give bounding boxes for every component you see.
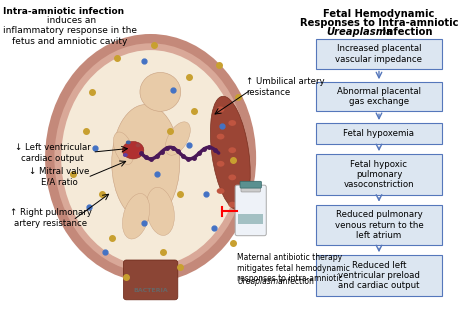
Text: Fetal hypoxic
pulmonary
vasoconstriction: Fetal hypoxic pulmonary vasoconstriction (344, 160, 414, 189)
Ellipse shape (61, 50, 240, 266)
Ellipse shape (138, 151, 143, 155)
Text: ↓ Left ventricular
cardiac output: ↓ Left ventricular cardiac output (15, 143, 91, 163)
Text: ↑ Umbilical artery
resistance: ↑ Umbilical artery resistance (246, 77, 325, 97)
Ellipse shape (113, 132, 134, 165)
FancyBboxPatch shape (316, 205, 442, 245)
Text: Responses to Intra-amniotic: Responses to Intra-amniotic (300, 18, 458, 28)
Text: Increased placental
vascular impedance: Increased placental vascular impedance (336, 44, 422, 64)
Text: Ureaplasma: Ureaplasma (326, 27, 393, 37)
Text: Maternal antibiotic therapy
mitigates fetal hemodynamic
responses to intra-amnio: Maternal antibiotic therapy mitigates fe… (237, 253, 350, 283)
Ellipse shape (228, 202, 236, 208)
Ellipse shape (228, 174, 236, 180)
Ellipse shape (217, 134, 225, 140)
Ellipse shape (126, 141, 131, 144)
Ellipse shape (122, 193, 150, 239)
Text: Reduced pulmonary
venous return to the
left atrium: Reduced pulmonary venous return to the l… (335, 210, 423, 240)
Ellipse shape (228, 120, 236, 126)
Text: ↓ Mitral valve
E/A ratio: ↓ Mitral valve E/A ratio (29, 167, 90, 186)
Bar (238, 214, 264, 224)
FancyBboxPatch shape (316, 123, 442, 144)
Text: infection: infection (278, 276, 314, 285)
Text: Reduced left
ventricular preload
and cardiac output: Reduced left ventricular preload and car… (338, 261, 420, 290)
Text: Fetal Hemodynamic: Fetal Hemodynamic (323, 9, 435, 19)
Ellipse shape (122, 141, 144, 159)
Text: Infection: Infection (380, 27, 433, 37)
Text: ↑ Right pulmonary
artery resistance: ↑ Right pulmonary artery resistance (10, 208, 91, 228)
FancyBboxPatch shape (240, 181, 261, 188)
Ellipse shape (49, 38, 253, 279)
Ellipse shape (146, 187, 174, 235)
Text: BACTERIA: BACTERIA (133, 288, 168, 293)
Text: Ureaplasma: Ureaplasma (237, 276, 283, 285)
FancyBboxPatch shape (316, 82, 442, 111)
Ellipse shape (140, 72, 181, 111)
FancyBboxPatch shape (235, 185, 266, 236)
Text: Intra-amniotic infection: Intra-amniotic infection (3, 7, 124, 16)
Ellipse shape (112, 105, 180, 221)
Ellipse shape (123, 153, 128, 157)
Ellipse shape (165, 122, 191, 155)
Ellipse shape (55, 43, 247, 273)
Text: Fetal hypoxemia: Fetal hypoxemia (344, 129, 414, 138)
Ellipse shape (136, 143, 140, 147)
Ellipse shape (217, 188, 225, 194)
Ellipse shape (210, 96, 250, 210)
Text: induces an
inflammatory response in the
fetus and amniotic cavity: induces an inflammatory response in the … (3, 16, 137, 46)
Ellipse shape (217, 106, 225, 112)
Ellipse shape (228, 147, 236, 153)
Text: Abnormal placental
gas exchange: Abnormal placental gas exchange (337, 87, 421, 106)
FancyBboxPatch shape (316, 255, 442, 296)
Ellipse shape (217, 161, 225, 167)
FancyBboxPatch shape (123, 260, 178, 300)
FancyBboxPatch shape (241, 182, 260, 192)
FancyBboxPatch shape (316, 154, 442, 195)
FancyBboxPatch shape (316, 39, 442, 69)
